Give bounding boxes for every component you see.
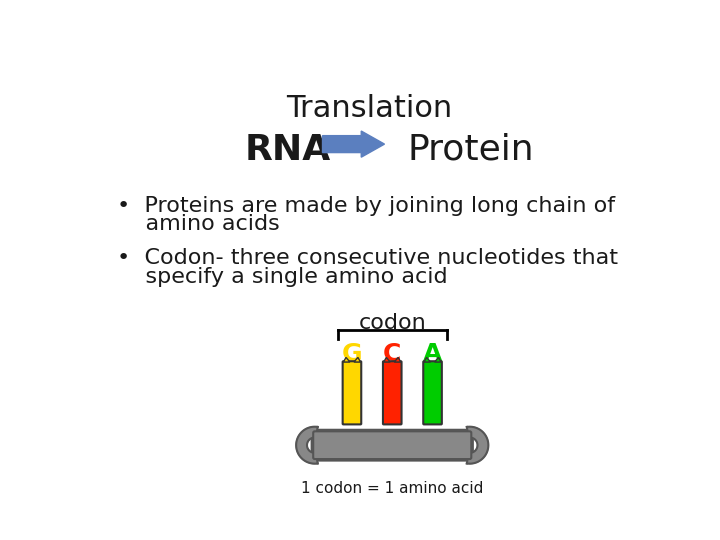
Text: A: A [423, 342, 442, 366]
Polygon shape [296, 427, 318, 464]
Text: Translation: Translation [286, 94, 452, 123]
Text: 1 codon = 1 amino acid: 1 codon = 1 amino acid [301, 481, 483, 496]
Text: codon: codon [359, 313, 426, 333]
Text: •  Proteins are made by joining long chain of: • Proteins are made by joining long chai… [117, 195, 616, 215]
FancyBboxPatch shape [312, 430, 473, 461]
Polygon shape [395, 357, 401, 362]
Text: C: C [383, 342, 402, 366]
Text: amino acids: amino acids [117, 214, 280, 234]
Polygon shape [424, 357, 431, 362]
FancyBboxPatch shape [383, 361, 402, 424]
Text: G: G [341, 342, 362, 366]
Polygon shape [343, 357, 350, 362]
Text: •  Codon- three consecutive nucleotides that: • Codon- three consecutive nucleotides t… [117, 248, 618, 268]
Text: specify a single amino acid: specify a single amino acid [117, 267, 448, 287]
FancyBboxPatch shape [313, 431, 472, 459]
Polygon shape [354, 357, 361, 362]
Polygon shape [384, 357, 390, 362]
Polygon shape [467, 427, 488, 464]
FancyBboxPatch shape [343, 361, 361, 424]
Text: RNA: RNA [245, 132, 330, 166]
Text: Protein: Protein [408, 132, 534, 166]
Polygon shape [435, 357, 441, 362]
FancyBboxPatch shape [423, 361, 442, 424]
FancyArrow shape [323, 131, 384, 157]
